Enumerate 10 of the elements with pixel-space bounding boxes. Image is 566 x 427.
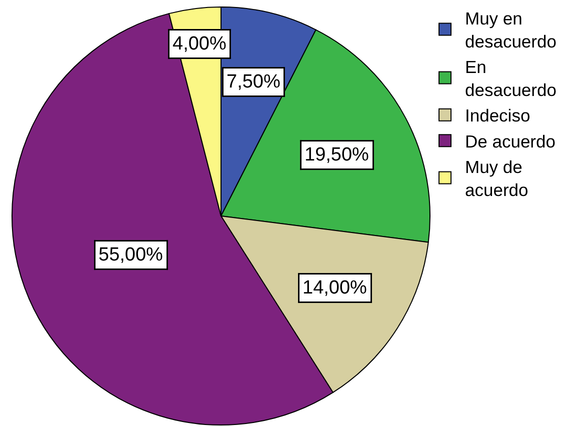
data-label: 55,00% [98, 244, 164, 266]
legend-label: Muy de acuerdo [465, 157, 528, 200]
data-label: 14,00% [302, 278, 368, 298]
data-label: 19,50% [304, 144, 370, 166]
legend-label: En desacuerdo [465, 57, 556, 100]
data-label: 4,00% [172, 34, 226, 54]
legend-label: Muy en desacuerdo [465, 8, 556, 52]
data-label: 7,50% [226, 72, 280, 92]
legend-label: De acuerdo [465, 131, 556, 152]
legend-label: Indeciso [465, 106, 530, 126]
